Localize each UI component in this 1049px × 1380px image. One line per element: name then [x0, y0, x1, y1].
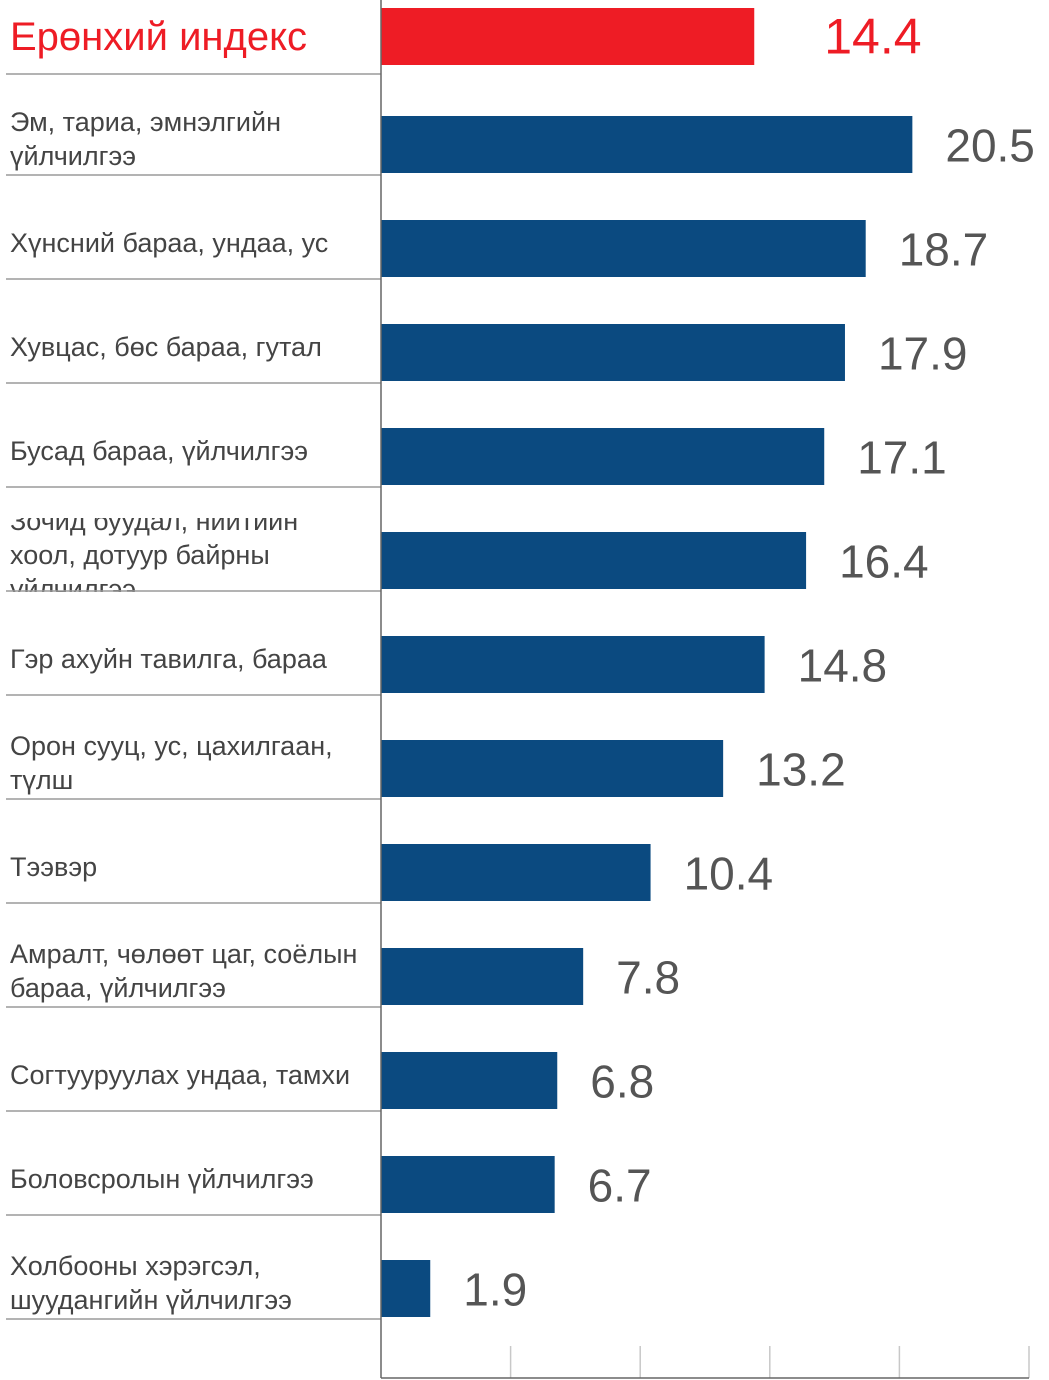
category-label: Тээвэр: [10, 852, 98, 882]
value-label: 13.2: [756, 744, 846, 796]
category-label: Холбооны хэрэгсэл, шуудангийн үйлчилгээ: [10, 1251, 292, 1315]
bar: [381, 428, 825, 485]
category-label: Согтууруулах ундаа, тамхи: [10, 1060, 351, 1090]
value-label: 20.5: [945, 120, 1035, 172]
bar: [381, 116, 913, 173]
value-label: 14.8: [798, 640, 888, 692]
bar: [381, 220, 866, 277]
value-label: 17.9: [878, 328, 968, 380]
category-label: Хувцас, бөс бараа, гутал: [10, 332, 322, 362]
value-label: 6.7: [588, 1160, 652, 1212]
category-label: Бусад бараа, үйлчилгээ: [10, 436, 309, 466]
bar: [381, 948, 584, 1005]
category-label: Орон сууц, ус, цахилгаан, түлш: [10, 731, 333, 795]
bar: [381, 532, 807, 589]
bar: [381, 324, 845, 381]
category-label: Эм, тариа, эмнэлгийн үйлчилгээ: [10, 107, 281, 171]
bar: [381, 740, 724, 797]
bar: [381, 636, 765, 693]
category-label: Амралт, чөлөөт цаг, соёлын бараа, үйлчил…: [10, 939, 358, 1003]
bar: [381, 1052, 558, 1109]
value-label: 16.4: [839, 536, 929, 588]
value-label: 7.8: [616, 952, 680, 1004]
value-label: 17.1: [857, 432, 947, 484]
bar-highlight: [381, 8, 755, 65]
value-label: 14.4: [824, 9, 921, 65]
bar: [381, 1260, 431, 1317]
category-label: Боловсролын үйлчилгээ: [10, 1164, 314, 1194]
value-label: 10.4: [684, 848, 774, 900]
bar: [381, 1156, 555, 1213]
category-label: Зочид буудал, нийтийн хоол, дотуур байрн…: [10, 518, 299, 592]
category-label: Хүнсний бараа, ундаа, ус: [10, 228, 329, 258]
category-label-highlight: Ерөнхий индекс: [10, 15, 308, 59]
value-label: 18.7: [899, 224, 989, 276]
value-label: 6.8: [590, 1056, 654, 1108]
value-label: 1.9: [463, 1264, 527, 1316]
category-label: Гэр ахуйн тавилга, бараа: [10, 644, 327, 674]
bar: [381, 844, 651, 901]
